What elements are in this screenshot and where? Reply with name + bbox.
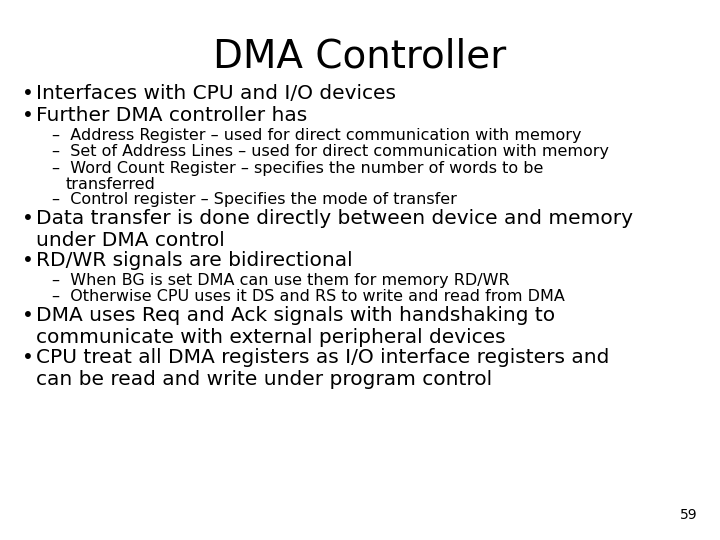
- Text: 59: 59: [680, 508, 698, 522]
- Text: can be read and write under program control: can be read and write under program cont…: [36, 370, 492, 389]
- Text: CPU treat all DMA registers as I/O interface registers and: CPU treat all DMA registers as I/O inter…: [36, 348, 609, 367]
- Text: •: •: [22, 251, 34, 269]
- Text: –  Address Register – used for direct communication with memory: – Address Register – used for direct com…: [52, 127, 582, 143]
- Text: under DMA control: under DMA control: [36, 231, 225, 249]
- Text: DMA Controller: DMA Controller: [213, 38, 507, 76]
- Text: •: •: [22, 348, 34, 367]
- Text: •: •: [22, 106, 34, 125]
- Text: •: •: [22, 306, 34, 325]
- Text: –  Control register – Specifies the mode of transfer: – Control register – Specifies the mode …: [52, 192, 457, 207]
- Text: •: •: [22, 208, 34, 228]
- Text: Data transfer is done directly between device and memory: Data transfer is done directly between d…: [36, 208, 633, 228]
- Text: –  Otherwise CPU uses it DS and RS to write and read from DMA: – Otherwise CPU uses it DS and RS to wri…: [52, 289, 565, 304]
- Text: DMA uses Req and Ack signals with handshaking to: DMA uses Req and Ack signals with handsh…: [36, 306, 555, 325]
- Text: transferred: transferred: [66, 177, 156, 192]
- Text: Interfaces with CPU and I/O devices: Interfaces with CPU and I/O devices: [36, 84, 396, 103]
- Text: Further DMA controller has: Further DMA controller has: [36, 106, 307, 125]
- Text: communicate with external peripheral devices: communicate with external peripheral dev…: [36, 328, 505, 347]
- Text: –  When BG is set DMA can use them for memory RD/WR: – When BG is set DMA can use them for me…: [52, 273, 510, 288]
- Text: RD/WR signals are bidirectional: RD/WR signals are bidirectional: [36, 251, 353, 269]
- Text: •: •: [22, 84, 34, 103]
- Text: –  Set of Address Lines – used for direct communication with memory: – Set of Address Lines – used for direct…: [52, 144, 609, 159]
- Text: –  Word Count Register – specifies the number of words to be: – Word Count Register – specifies the nu…: [52, 161, 544, 176]
